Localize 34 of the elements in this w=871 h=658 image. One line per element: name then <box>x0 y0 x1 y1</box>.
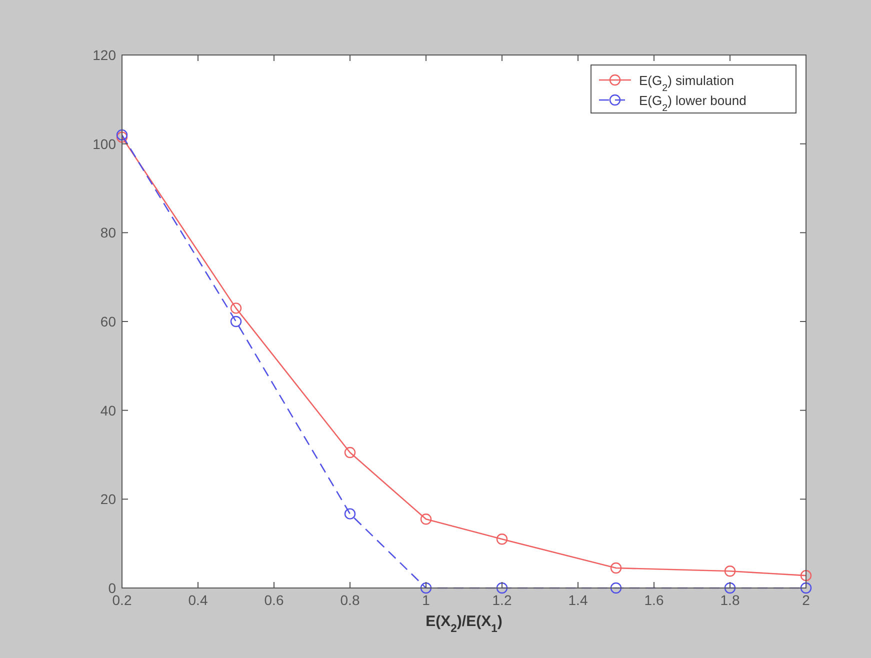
point <box>116 129 128 141</box>
point <box>420 582 432 594</box>
y-tick-label: 80 <box>100 224 116 241</box>
y-tick-label: 40 <box>100 402 116 418</box>
point <box>610 582 622 594</box>
legend-label: E(G$_{2}$) lower bound <box>639 93 746 114</box>
x-axis-title: E(X$_{2}$)/E(X$_{1}$) <box>426 613 502 635</box>
y-tick-label: 20 <box>100 491 116 508</box>
x-tick-label: 1.4 <box>568 592 588 608</box>
y-tick-label: 60 <box>100 314 116 330</box>
point <box>116 132 128 143</box>
x-tick-label: 1.6 <box>644 592 664 608</box>
point <box>496 582 508 594</box>
point <box>344 446 356 458</box>
x-tick-label: 1.2 <box>492 592 512 608</box>
y-tick-label: 120 <box>92 47 116 63</box>
point <box>724 566 736 577</box>
point <box>496 534 508 545</box>
point <box>800 570 812 582</box>
y-tick-label: 100 <box>92 136 116 152</box>
x-tick-label: 2 <box>802 592 810 608</box>
x-tick-label: 1 <box>422 592 430 608</box>
x-tick-label: 0.4 <box>188 592 208 608</box>
point <box>344 508 356 520</box>
x-tick-label: 1.8 <box>720 592 740 608</box>
x-tick-label: 0.6 <box>264 592 284 608</box>
x-tick-label: 0.8 <box>340 592 360 608</box>
point <box>420 514 432 525</box>
point <box>610 562 622 574</box>
point <box>230 316 242 328</box>
legend-label: E(G$_{2}$) simulation <box>639 73 734 94</box>
point <box>800 582 812 594</box>
point <box>724 582 736 594</box>
point <box>230 302 242 314</box>
